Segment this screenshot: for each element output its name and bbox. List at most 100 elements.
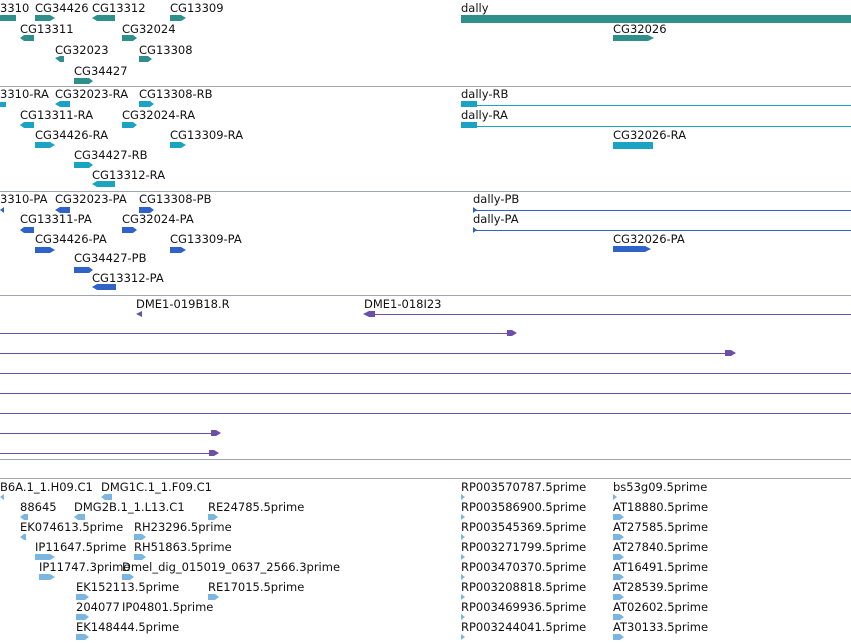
est-glyph	[74, 514, 85, 520]
cds-glyphs	[0, 207, 851, 290]
feature-label[interactable]: CG32026-PA	[613, 232, 685, 246]
gene-glyph	[139, 56, 152, 62]
feature-label[interactable]: CG13309-PA	[170, 232, 242, 246]
feature-label[interactable]: IP11647.5prime	[35, 540, 127, 554]
mrna-glyph	[477, 126, 851, 127]
feature-label[interactable]: B6A.1_1.H09.C1	[0, 480, 93, 494]
est-glyph	[122, 574, 134, 580]
cds-glyph	[20, 227, 34, 233]
feature-label[interactable]: RH23296.5prime	[134, 520, 232, 534]
feature-label[interactable]: DME1-018I23	[364, 297, 442, 311]
mrna-glyph	[92, 181, 115, 187]
mrna-glyphs	[0, 101, 851, 187]
feature-label[interactable]: CG34427-PB	[74, 251, 147, 265]
feature-label[interactable]: CG32023	[55, 43, 109, 57]
feature-label[interactable]: RP003271799.5prime	[461, 540, 587, 554]
feature-label[interactable]: AT02602.5prime	[613, 600, 709, 614]
cds-glyph	[35, 247, 55, 253]
feature-label[interactable]: 3310-RA	[0, 87, 49, 101]
feature-label[interactable]: CG32023-PA	[55, 192, 127, 206]
feature-label[interactable]: CG34427-RB	[74, 148, 148, 162]
feature-label[interactable]: 3310	[0, 1, 30, 15]
feature-label[interactable]: RE24785.5prime	[208, 500, 305, 514]
est-glyph	[461, 534, 465, 540]
feature-label[interactable]: CG32024-RA	[122, 108, 196, 122]
gene-glyph	[461, 15, 851, 23]
clone-glyph	[0, 453, 209, 454]
feature-label[interactable]: CG32024	[122, 22, 176, 36]
est-glyph	[461, 594, 465, 600]
feature-label[interactable]: RP003208818.5prime	[461, 580, 587, 594]
feature-label[interactable]: EK152113.5prime	[76, 580, 180, 594]
feature-label[interactable]: AT28539.5prime	[613, 580, 709, 594]
feature-label[interactable]: RP003586900.5prime	[461, 500, 587, 514]
est-glyph	[613, 614, 624, 620]
gene-glyph	[613, 35, 654, 41]
feature-label[interactable]: CG13308-PB	[139, 192, 212, 206]
feature-label[interactable]: RP003244041.5prime	[461, 620, 587, 634]
feature-label[interactable]: CG13312	[92, 1, 146, 15]
feature-label[interactable]: CG13311	[20, 22, 74, 36]
feature-label[interactable]: RP003469936.5prime	[461, 600, 587, 614]
feature-label[interactable]: dally	[461, 1, 489, 15]
feature-label[interactable]: RE17015.5prime	[208, 580, 305, 594]
feature-label[interactable]: AT30133.5prime	[613, 620, 709, 634]
feature-label[interactable]: CG34427	[74, 64, 128, 78]
feature-label[interactable]: DMG2B.1_1.L13.C1	[74, 500, 185, 514]
feature-label[interactable]: AT27840.5prime	[613, 540, 709, 554]
feature-label[interactable]: CG13312-RA	[92, 168, 166, 182]
feature-label[interactable]: CG13309-RA	[170, 128, 244, 142]
est-glyphs	[0, 494, 624, 640]
feature-label[interactable]: AT27585.5prime	[613, 520, 709, 534]
feature-label[interactable]: dally-RB	[461, 87, 509, 101]
feature-label[interactable]: RP003545369.5prime	[461, 520, 587, 534]
feature-label[interactable]: CG13312-PA	[92, 271, 164, 285]
gene-glyph	[55, 56, 64, 62]
est-glyph	[613, 534, 624, 540]
cds-glyph	[55, 207, 70, 213]
clone-glyph	[0, 353, 725, 354]
clone-glyph	[209, 450, 219, 456]
feature-label[interactable]: CG13311-PA	[20, 212, 92, 226]
feature-label[interactable]: EK148444.5prime	[76, 620, 180, 634]
feature-label[interactable]: CG32026-RA	[613, 128, 687, 142]
feature-label[interactable]: Dmel_dig_015019_0637_2566.3prime	[122, 560, 341, 574]
feature-label[interactable]: RP003570787.5prime	[461, 480, 587, 494]
feature-label[interactable]: 204077	[76, 600, 120, 614]
feature-label[interactable]: RP003470370.5prime	[461, 560, 587, 574]
feature-label[interactable]: CG32026	[613, 22, 667, 36]
clones-track: DME1-019B18.R DME1-018I23	[0, 296, 851, 460]
feature-label[interactable]: AT18880.5prime	[613, 500, 709, 514]
feature-label[interactable]: 3310-PA	[0, 192, 48, 206]
est-glyph	[461, 634, 465, 640]
feature-label[interactable]: CG13309	[170, 1, 224, 15]
mrna-glyph	[477, 105, 851, 106]
mrna-glyph	[461, 101, 477, 107]
feature-label[interactable]: dally-PA	[473, 212, 519, 226]
feature-label[interactable]: CG34426	[35, 1, 89, 15]
gene-glyphs	[0, 15, 851, 84]
feature-label[interactable]: CG34426-RA	[35, 128, 109, 142]
feature-label[interactable]: DMG1C.1_1.F09.C1	[101, 480, 212, 494]
feature-label[interactable]: AT16491.5prime	[613, 560, 709, 574]
feature-label[interactable]: IP04801.5prime	[122, 600, 214, 614]
feature-label[interactable]: DME1-019B18.R	[136, 297, 230, 311]
feature-label[interactable]: 88645	[20, 500, 57, 514]
feature-label[interactable]: CG13311-RA	[20, 108, 94, 122]
mrna-glyph	[74, 162, 93, 168]
feature-label[interactable]: bs53g09.5prime	[613, 480, 708, 494]
feature-label[interactable]: IP11747.3prime	[39, 560, 131, 574]
feature-label[interactable]: dally-RA	[461, 108, 508, 122]
feature-label[interactable]: CG34426-PA	[35, 232, 107, 246]
feature-label[interactable]: CG32023-RA	[55, 87, 129, 101]
feature-label[interactable]: CG13308	[139, 43, 193, 57]
feature-label[interactable]: RH51863.5prime	[134, 540, 232, 554]
clone-glyph	[363, 311, 375, 317]
feature-label[interactable]: EK074613.5prime	[20, 520, 124, 534]
feature-label[interactable]: dally-PB	[473, 192, 520, 206]
feature-label[interactable]: CG13308-RB	[139, 87, 213, 101]
clone-glyph	[211, 430, 221, 436]
est-glyph	[461, 554, 465, 560]
feature-label[interactable]: CG32024-PA	[122, 212, 194, 226]
est-glyph	[76, 614, 89, 620]
